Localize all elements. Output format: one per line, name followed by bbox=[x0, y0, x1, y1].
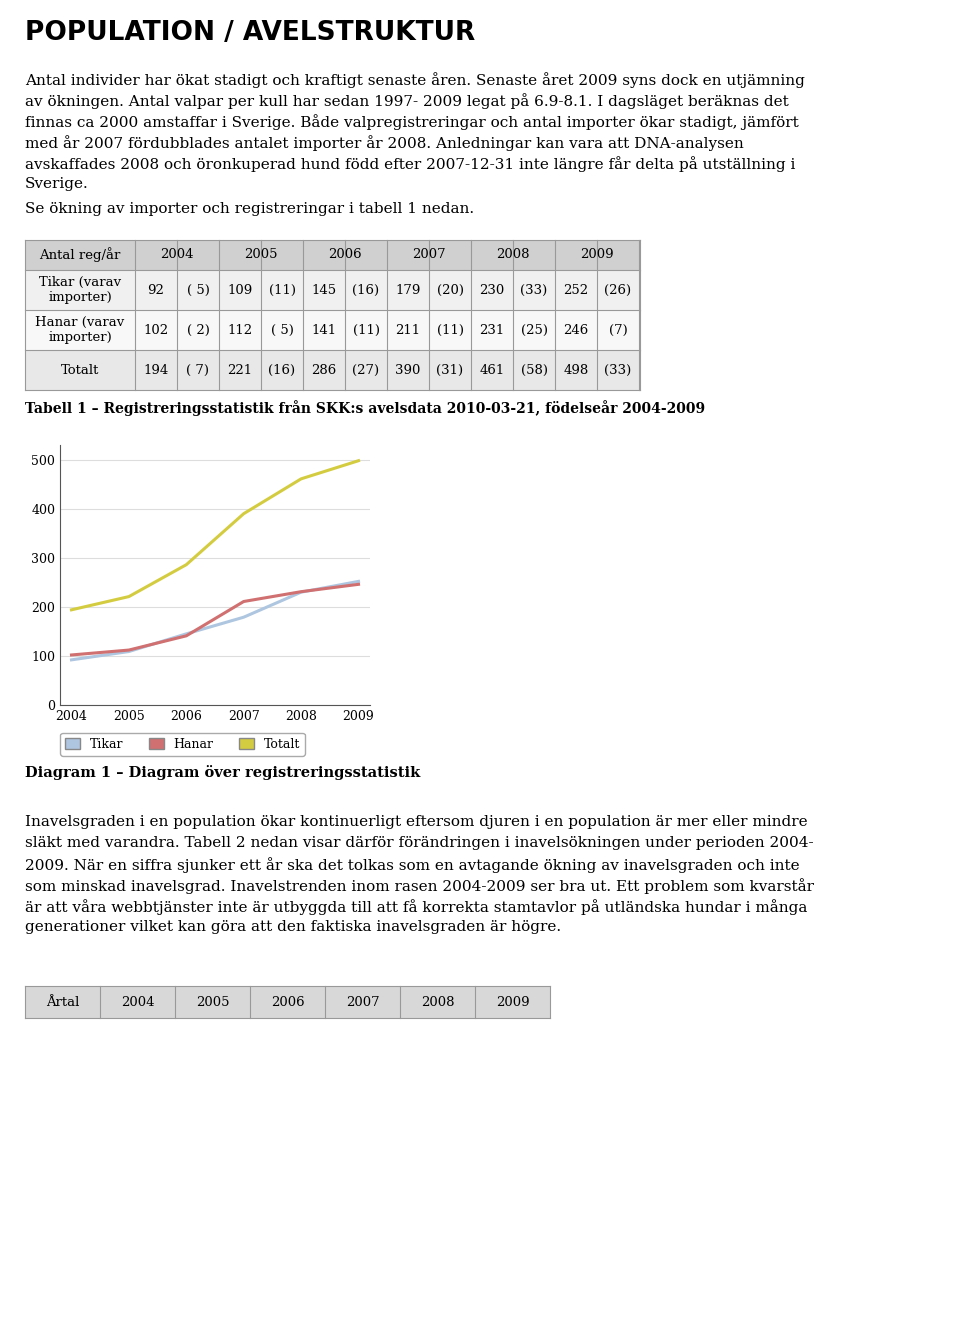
Text: 221: 221 bbox=[228, 363, 252, 377]
Text: Sverige.: Sverige. bbox=[25, 177, 88, 192]
Text: 2004: 2004 bbox=[160, 249, 194, 261]
Bar bbox=[25, 310, 640, 350]
Text: Totalt: Totalt bbox=[60, 363, 99, 377]
Text: Inavelsgraden i en population ökar kontinuerligt eftersom djuren i en population: Inavelsgraden i en population ökar konti… bbox=[25, 815, 807, 829]
Text: 2008: 2008 bbox=[496, 249, 530, 261]
Text: (33): (33) bbox=[605, 363, 632, 377]
Text: (11): (11) bbox=[269, 284, 296, 297]
Text: 2007: 2007 bbox=[346, 996, 379, 1009]
Text: (16): (16) bbox=[269, 363, 296, 377]
Text: avskaffades 2008 och öronkuperad hund född efter 2007-12-31 inte längre får delt: avskaffades 2008 och öronkuperad hund fö… bbox=[25, 156, 796, 172]
Text: (25): (25) bbox=[520, 323, 547, 337]
Text: 231: 231 bbox=[479, 323, 505, 337]
Text: (7): (7) bbox=[609, 323, 628, 337]
Text: 109: 109 bbox=[228, 284, 252, 297]
Text: (20): (20) bbox=[437, 284, 464, 297]
Text: med år 2007 fördubblades antalet importer år 2008. Anledningar kan vara att DNA-: med år 2007 fördubblades antalet importe… bbox=[25, 134, 744, 150]
Text: släkt med varandra. Tabell 2 nedan visar därför förändringen i inavelsökningen u: släkt med varandra. Tabell 2 nedan visar… bbox=[25, 836, 814, 851]
Text: 252: 252 bbox=[564, 284, 588, 297]
Text: 246: 246 bbox=[564, 323, 588, 337]
Text: 2006: 2006 bbox=[328, 249, 362, 261]
Text: (31): (31) bbox=[437, 363, 464, 377]
Bar bbox=[25, 240, 640, 270]
Text: ( 5): ( 5) bbox=[186, 284, 209, 297]
Text: (11): (11) bbox=[352, 323, 379, 337]
Text: 2008: 2008 bbox=[420, 996, 454, 1009]
Text: POPULATION / AVELSTRUKTUR: POPULATION / AVELSTRUKTUR bbox=[25, 20, 475, 47]
Text: 102: 102 bbox=[143, 323, 169, 337]
Text: (26): (26) bbox=[605, 284, 632, 297]
Text: 211: 211 bbox=[396, 323, 420, 337]
Text: 141: 141 bbox=[311, 323, 337, 337]
Text: (11): (11) bbox=[437, 323, 464, 337]
Text: av ökningen. Antal valpar per kull har sedan 1997- 2009 legat på 6.9-8.1. I dags: av ökningen. Antal valpar per kull har s… bbox=[25, 93, 789, 109]
Text: 2007: 2007 bbox=[412, 249, 445, 261]
Text: 2009: 2009 bbox=[580, 249, 613, 261]
Text: (16): (16) bbox=[352, 284, 379, 297]
Text: Tikar (varav
importer): Tikar (varav importer) bbox=[39, 276, 121, 303]
Text: 194: 194 bbox=[143, 363, 169, 377]
Legend: Tikar, Hanar, Totalt: Tikar, Hanar, Totalt bbox=[60, 733, 305, 756]
Text: Diagram 1 – Diagram över registreringsstatistik: Diagram 1 – Diagram över registreringsst… bbox=[25, 765, 420, 780]
Text: Årtal: Årtal bbox=[46, 996, 79, 1009]
Text: 112: 112 bbox=[228, 323, 252, 337]
Bar bbox=[25, 270, 640, 310]
Text: (33): (33) bbox=[520, 284, 547, 297]
Text: finnas ca 2000 amstaffar i Sverige. Både valpregistreringar och antal importer ö: finnas ca 2000 amstaffar i Sverige. Både… bbox=[25, 114, 799, 130]
Text: generationer vilket kan göra att den faktiska inavelsgraden är högre.: generationer vilket kan göra att den fak… bbox=[25, 920, 562, 934]
Bar bbox=[25, 986, 550, 1018]
Text: ( 7): ( 7) bbox=[186, 363, 209, 377]
Text: 2004: 2004 bbox=[121, 996, 155, 1009]
Text: 2009: 2009 bbox=[495, 996, 529, 1009]
Text: Se ökning av importer och registreringar i tabell 1 nedan.: Se ökning av importer och registreringar… bbox=[25, 202, 474, 216]
Text: (27): (27) bbox=[352, 363, 379, 377]
Text: (58): (58) bbox=[520, 363, 547, 377]
Text: Antal reg/år: Antal reg/år bbox=[39, 248, 121, 262]
Text: 286: 286 bbox=[311, 363, 337, 377]
Text: 498: 498 bbox=[564, 363, 588, 377]
Text: Hanar (varav
importer): Hanar (varav importer) bbox=[36, 315, 125, 343]
Text: 461: 461 bbox=[479, 363, 505, 377]
Text: 92: 92 bbox=[148, 284, 164, 297]
Text: 179: 179 bbox=[396, 284, 420, 297]
Text: 2005: 2005 bbox=[196, 996, 229, 1009]
Text: ( 5): ( 5) bbox=[271, 323, 294, 337]
Text: som minskad inavelsgrad. Inavelstrenden inom rasen 2004-2009 ser bra ut. Ett pro: som minskad inavelsgrad. Inavelstrenden … bbox=[25, 878, 814, 894]
Text: Tabell 1 – Registreringsstatistik från SKK:s avelsdata 2010-03-21, födelseår 200: Tabell 1 – Registreringsstatistik från S… bbox=[25, 401, 706, 415]
Text: 390: 390 bbox=[396, 363, 420, 377]
Text: är att våra webbtjänster inte är utbyggda till att få korrekta stamtavlor på utl: är att våra webbtjänster inte är utbyggd… bbox=[25, 898, 807, 914]
Text: 145: 145 bbox=[311, 284, 337, 297]
Text: 230: 230 bbox=[479, 284, 505, 297]
Text: 2006: 2006 bbox=[271, 996, 304, 1009]
Text: 2005: 2005 bbox=[244, 249, 277, 261]
Text: 2009. När en siffra sjunker ett år ska det tolkas som en avtagande ökning av ina: 2009. När en siffra sjunker ett år ska d… bbox=[25, 857, 800, 873]
Bar bbox=[25, 350, 640, 390]
Text: Antal individer har ökat stadigt och kraftigt senaste åren. Senaste året 2009 sy: Antal individer har ökat stadigt och kra… bbox=[25, 72, 804, 88]
Text: ( 2): ( 2) bbox=[186, 323, 209, 337]
